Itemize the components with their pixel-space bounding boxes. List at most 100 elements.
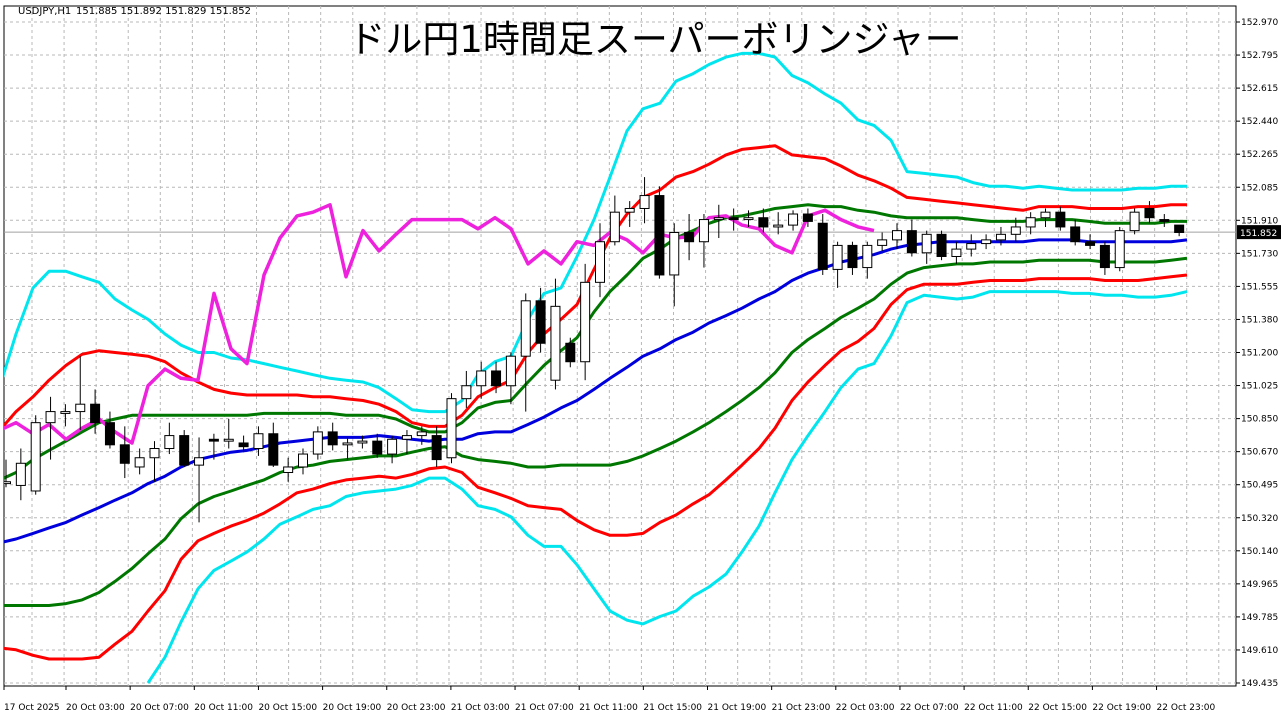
candle-body <box>134 457 145 468</box>
series-line-5 <box>4 256 1188 607</box>
x-tick-label: 21 Oct 19:00 <box>708 703 767 713</box>
y-tick-label: 152.440 <box>1241 117 1278 127</box>
candle-body <box>431 435 442 461</box>
candle <box>743 210 754 227</box>
x-tick-label: 21 Oct 11:00 <box>579 703 638 713</box>
candle <box>342 437 353 460</box>
candle-body <box>1129 211 1140 232</box>
y-tick-label: 151.025 <box>1241 382 1278 392</box>
header-ohlc: 151.885 151.892 151.829 151.852 <box>76 6 251 17</box>
candle <box>134 448 145 475</box>
candle <box>208 433 219 460</box>
candle-body <box>520 300 531 357</box>
candle <box>238 435 249 453</box>
candle-body <box>877 239 888 246</box>
candle-body <box>1114 230 1125 269</box>
candle <box>1129 208 1140 235</box>
candle <box>698 214 709 268</box>
candle-body <box>416 431 427 437</box>
y-tick-label: 152.265 <box>1241 150 1278 160</box>
candle-body <box>387 438 398 455</box>
axis-layer: 152.970 152.795 152.615 152.440 152.265 152.0… <box>3 18 1281 713</box>
candle-body <box>624 207 635 213</box>
candle <box>654 186 665 279</box>
candle-body <box>995 233 1006 241</box>
candle-body <box>238 442 249 448</box>
candle <box>639 177 650 224</box>
candle-body <box>505 355 516 387</box>
candle <box>832 241 843 288</box>
y-tick-label: 151.730 <box>1241 249 1278 259</box>
candle-body <box>713 217 724 221</box>
y-tick-label: 151.555 <box>1241 282 1278 292</box>
candle-body <box>194 457 205 466</box>
candle-body <box>312 431 323 455</box>
header-symbol: USDJPY,H1 <box>18 6 71 17</box>
x-tick-label: 22 Oct 07:00 <box>900 703 959 713</box>
candle-body <box>149 448 160 459</box>
candle <box>431 426 442 467</box>
candle-body <box>179 435 190 466</box>
candle <box>520 293 531 412</box>
candle <box>624 201 635 227</box>
candle-body <box>595 241 605 283</box>
y-tick-label: 150.140 <box>1241 547 1278 557</box>
candle <box>30 415 41 495</box>
candle-body <box>535 300 546 344</box>
candle <box>1070 219 1081 246</box>
series-line-3 <box>4 273 1188 661</box>
series-line-1 <box>146 290 1188 684</box>
y-tick-label: 152.615 <box>1241 84 1278 94</box>
candle-body <box>1174 224 1185 233</box>
candle-body <box>268 433 279 466</box>
x-tick-label: 21 Oct 07:00 <box>515 703 574 713</box>
candle <box>119 426 130 479</box>
candle-body <box>327 431 338 446</box>
candle-body <box>906 230 917 254</box>
candle <box>892 223 902 250</box>
candle-body <box>639 195 650 209</box>
candle <box>951 241 962 264</box>
candle-body <box>921 233 932 254</box>
candle <box>372 433 383 458</box>
current-price-badge <box>1237 225 1281 240</box>
candle <box>535 287 546 353</box>
candle <box>936 230 947 261</box>
y-tick-label: 150.670 <box>1241 448 1278 458</box>
candle-body <box>342 442 353 446</box>
candle <box>45 396 56 460</box>
candle <box>1055 206 1066 231</box>
candle <box>669 223 680 307</box>
candle <box>461 370 472 408</box>
chart-title: ドル円1時間足スーパーボリンジャー <box>348 18 961 61</box>
candle <box>817 214 828 275</box>
candle <box>75 356 86 431</box>
series-line-7 <box>4 203 875 445</box>
candle <box>1099 241 1110 275</box>
candle <box>921 230 932 264</box>
candle-body <box>1099 244 1110 269</box>
candle-body <box>1159 219 1170 222</box>
candle-layer <box>4 177 1185 523</box>
candle <box>90 389 101 434</box>
candle <box>981 234 992 250</box>
candle-body <box>788 213 799 226</box>
candle <box>491 361 502 394</box>
candle-body <box>698 219 709 243</box>
candle <box>164 422 175 455</box>
candle-body <box>30 422 41 492</box>
candle <box>179 430 190 467</box>
y-tick-label: 150.320 <box>1241 514 1278 524</box>
candle <box>1010 217 1021 242</box>
candle <box>268 422 279 467</box>
candle <box>253 426 264 456</box>
candle-body <box>401 435 412 440</box>
x-tick-label: 20 Oct 23:00 <box>387 703 446 713</box>
candle <box>802 208 813 227</box>
x-tick-label: 20 Oct 15:00 <box>258 703 317 713</box>
candle-body <box>476 370 487 387</box>
candle <box>1159 214 1170 227</box>
candle-body <box>461 385 472 400</box>
y-tick-label: 149.785 <box>1241 613 1278 623</box>
